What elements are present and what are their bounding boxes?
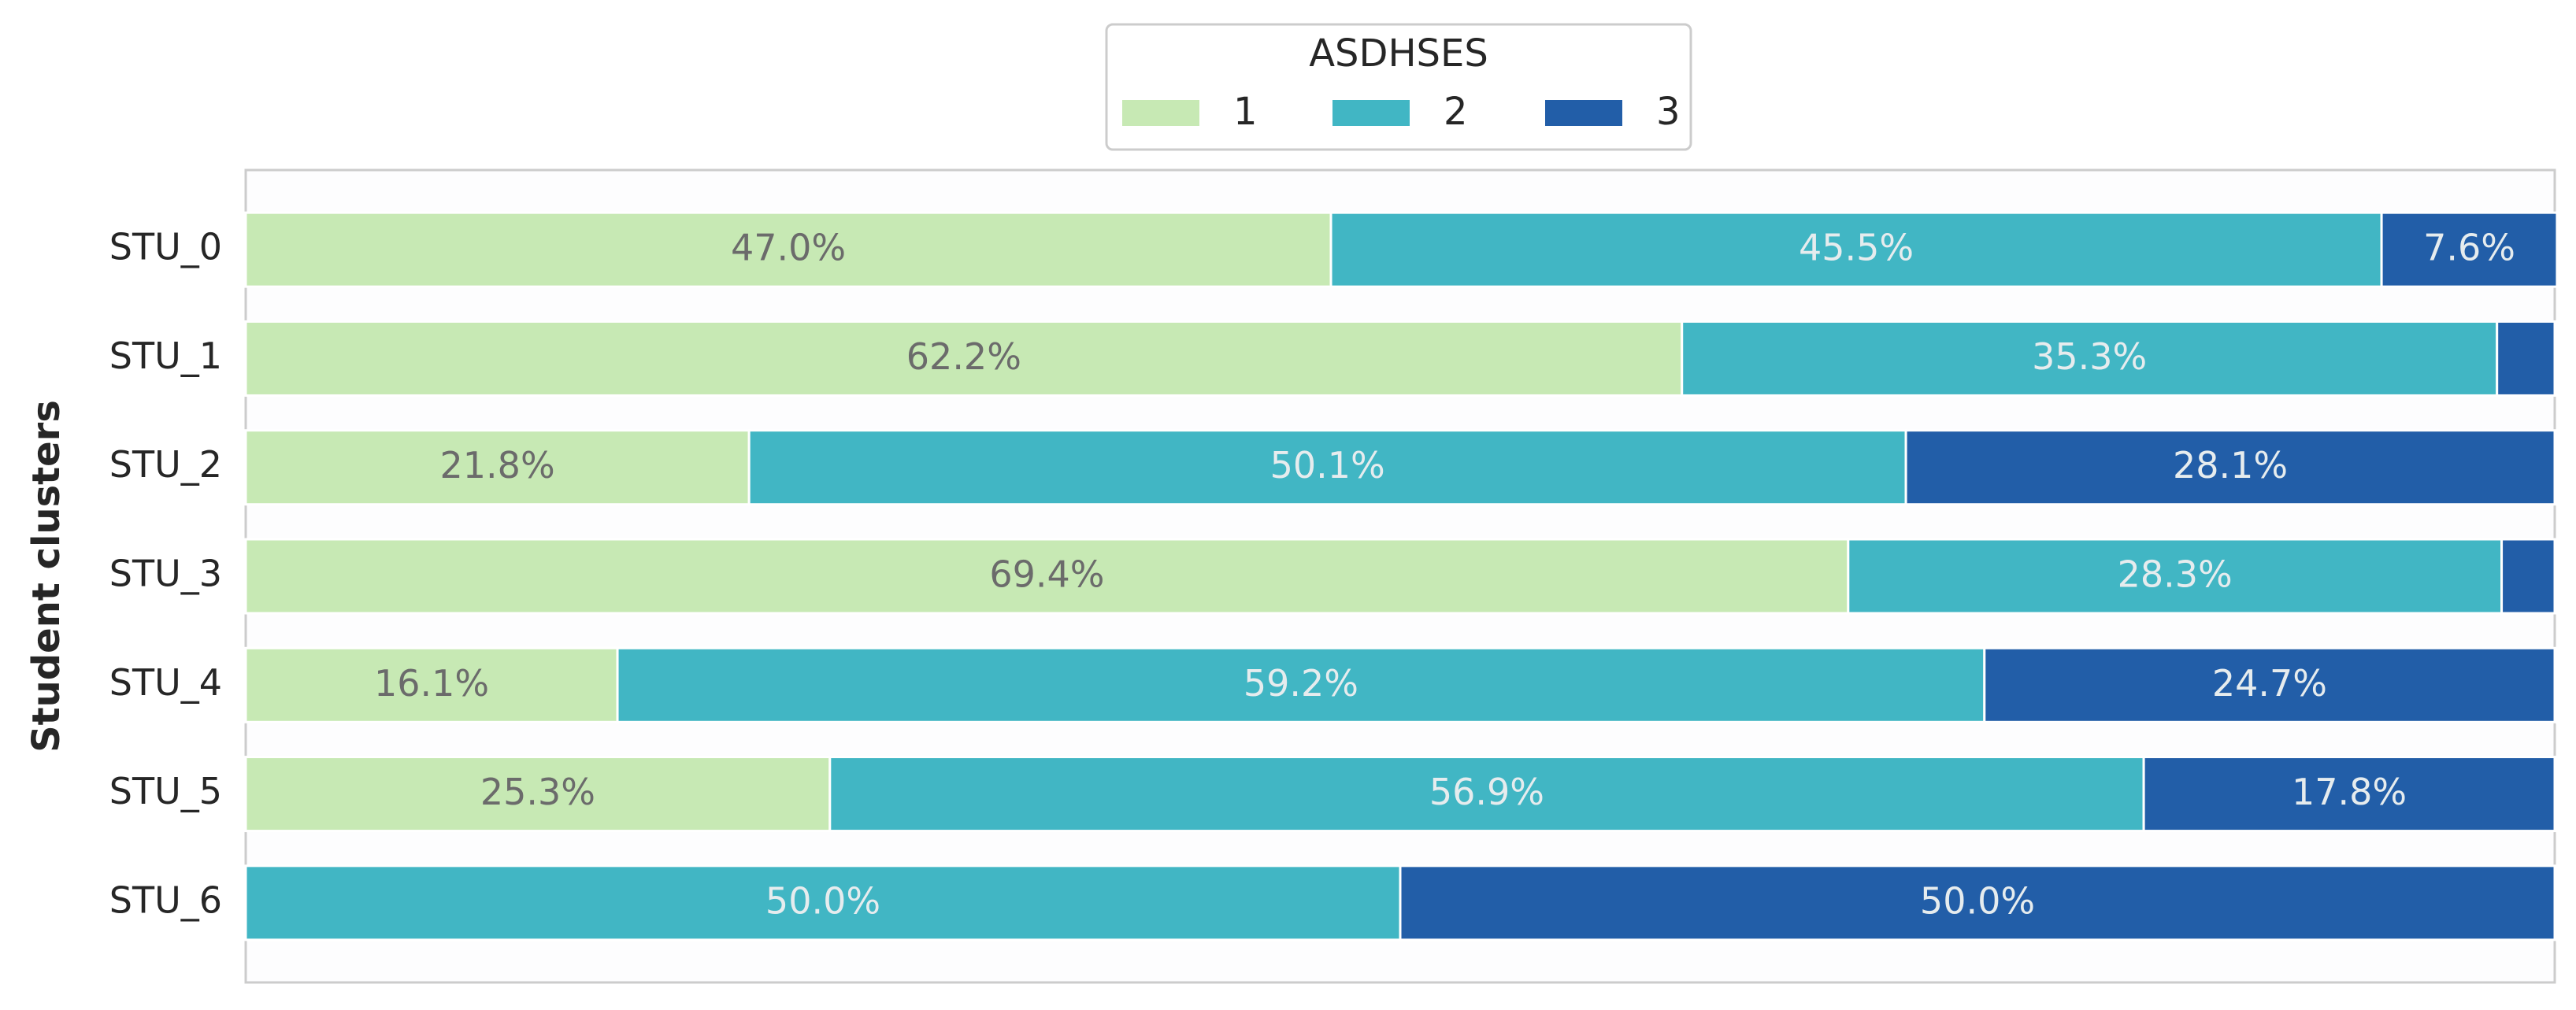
data-label: 47.0% <box>731 227 846 269</box>
legend-swatch <box>1332 100 1410 126</box>
legend: ASDHSES 1 2 3 <box>1105 23 1692 151</box>
legend-entries: 1 2 3 <box>1122 90 1681 134</box>
y-tick-label: STU_3 <box>109 553 222 595</box>
bar-segment <box>1399 864 2556 942</box>
bar-segment <box>616 646 1986 723</box>
legend-label: 1 <box>1233 90 1258 134</box>
legend-swatch <box>1545 100 1622 126</box>
y-tick-label: STU_2 <box>109 443 222 486</box>
bar-segment <box>244 538 1850 615</box>
legend-label: 3 <box>1656 90 1681 134</box>
legend-title: ASDHSES <box>1309 31 1488 76</box>
bar-segment <box>1904 429 2556 506</box>
bar-segment <box>244 211 1332 288</box>
data-label: 50.0% <box>1920 879 2035 922</box>
data-label: 17.8% <box>2292 771 2407 813</box>
data-label: 28.1% <box>2173 444 2288 487</box>
bar-segment <box>1983 646 2556 723</box>
y-tick-label: STU_4 <box>109 661 222 704</box>
data-label: 35.3% <box>2032 335 2147 378</box>
y-tick-label: STU_1 <box>109 335 222 377</box>
bar-segment <box>1681 320 2499 397</box>
data-label: 56.9% <box>1429 771 1544 813</box>
y-axis-ticks: STU_0 STU_1 STU_2 STU_3 STU_4 STU_5 STU_6 <box>109 226 222 922</box>
y-tick-label: STU_0 <box>109 226 222 268</box>
bars-layer: 47.0% 45.5% 7.6% 62.2% 35.3% 21.8% 50.1% 28.1% 6… <box>244 211 2559 942</box>
legend-swatch <box>1122 100 1199 126</box>
bar-segment <box>1847 538 2504 615</box>
legend-label: 2 <box>1444 90 1468 134</box>
legend-frame <box>1105 23 1692 151</box>
bar-segment <box>1329 211 2383 288</box>
bar-segment <box>244 646 619 723</box>
data-label: 45.5% <box>1799 227 1914 269</box>
bar-segment <box>828 756 2145 833</box>
y-tick-label: STU_5 <box>109 770 222 812</box>
bar-segment <box>2500 538 2556 615</box>
bar-segment <box>244 864 1402 942</box>
bar-segment <box>2496 320 2556 397</box>
bar-segment <box>244 756 832 833</box>
data-label: 21.8% <box>440 444 555 487</box>
data-label: 50.1% <box>1270 444 1385 487</box>
y-axis-title: Student clusters <box>24 400 69 753</box>
data-label: 16.1% <box>374 662 489 705</box>
data-label: 50.0% <box>765 879 880 922</box>
data-label: 25.3% <box>480 771 595 813</box>
bar-segment <box>244 320 1684 397</box>
bar-segment <box>2142 756 2556 833</box>
data-label: 28.3% <box>2118 553 2233 596</box>
y-tick-label: STU_6 <box>109 879 222 921</box>
data-label: 59.2% <box>1244 662 1358 705</box>
data-label: 62.2% <box>906 335 1021 378</box>
data-label: 24.7% <box>2212 662 2327 705</box>
bar-segment <box>747 429 1907 506</box>
data-label: 7.6% <box>2423 227 2515 269</box>
bar-segment <box>2380 211 2559 288</box>
data-label: 69.4% <box>989 553 1104 596</box>
